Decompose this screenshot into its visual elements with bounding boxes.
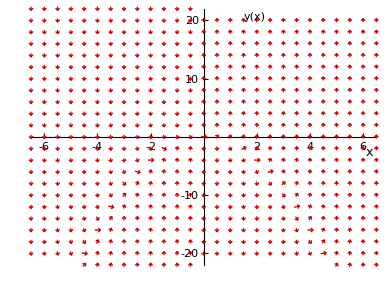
Text: x: x xyxy=(365,145,373,158)
Text: y(x): y(x) xyxy=(244,12,265,22)
